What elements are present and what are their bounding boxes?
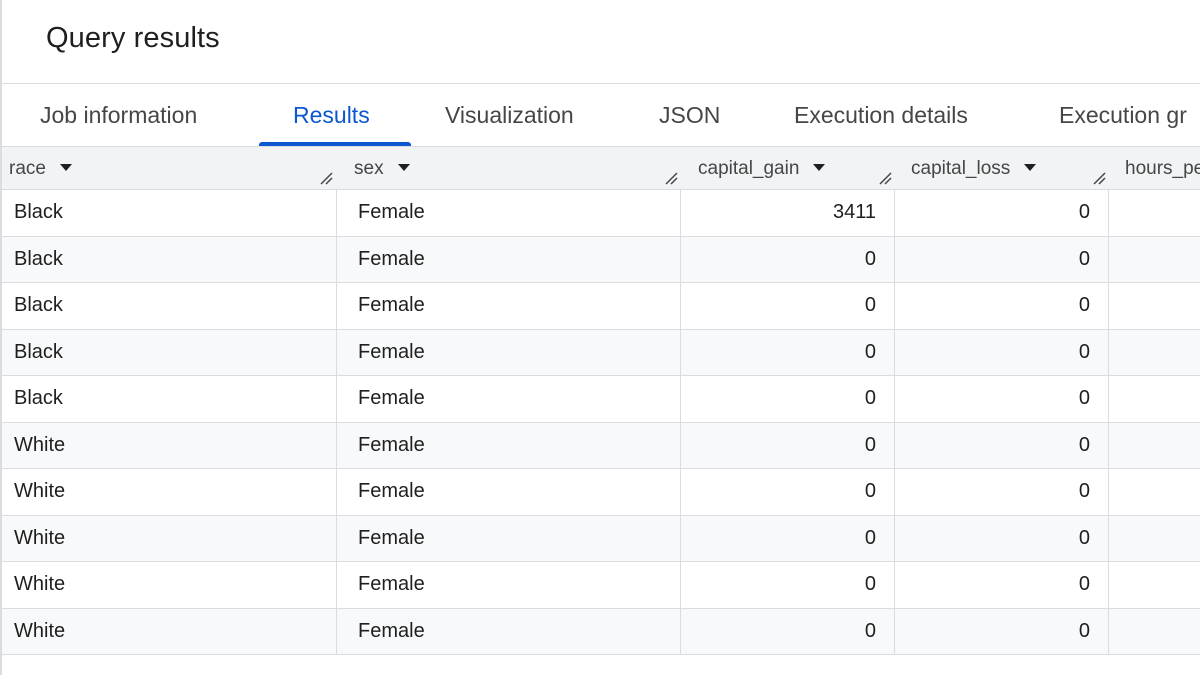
cell-race[interactable]: White (14, 480, 66, 503)
cell-race[interactable]: Black (14, 387, 63, 410)
cell-hours-per-week[interactable] (1110, 469, 1200, 515)
table-row[interactable]: Black Female 0 0 (2, 376, 1200, 423)
column-header-label: capital_loss (911, 158, 1011, 180)
tabs-divider (2, 146, 1200, 147)
column-divider (336, 190, 337, 655)
cell-sex[interactable]: Female (358, 619, 425, 642)
tab-json[interactable]: JSON (659, 102, 721, 128)
cell-race[interactable]: White (14, 433, 66, 456)
cell-race[interactable]: White (14, 573, 66, 596)
table-row[interactable]: White Female 0 0 (2, 608, 1200, 655)
cell-hours-per-week[interactable] (1110, 190, 1200, 236)
cell-race[interactable]: White (14, 619, 66, 642)
cell-hours-per-week[interactable] (1110, 283, 1200, 329)
column-header-race[interactable]: race (9, 147, 329, 190)
column-resize-icon[interactable] (319, 171, 333, 185)
cell-hours-per-week[interactable] (1110, 609, 1200, 655)
cell-hours-per-week[interactable] (1110, 516, 1200, 562)
cell-sex[interactable]: Female (358, 247, 425, 270)
tab-job-information[interactable]: Job information (40, 102, 198, 128)
table-row[interactable]: Black Female 0 0 (2, 329, 1200, 376)
tab-results[interactable]: Results (293, 102, 370, 128)
cell-capital-loss[interactable]: 0 (1078, 387, 1090, 410)
column-header-hours-per-week[interactable]: hours_pe (1125, 147, 1200, 190)
cell-capital-gain[interactable]: 0 (864, 573, 876, 596)
cell-race[interactable]: Black (14, 294, 63, 317)
cell-hours-per-week[interactable] (1110, 423, 1200, 469)
cell-sex[interactable]: Female (358, 201, 425, 224)
table-header-row: race sex capital_gain capital_loss (2, 147, 1200, 190)
column-divider (1108, 190, 1109, 655)
cell-hours-per-week[interactable] (1110, 376, 1200, 422)
cell-capital-gain[interactable]: 0 (864, 294, 876, 317)
column-header-label: capital_gain (698, 158, 800, 180)
table-row[interactable]: White Female 0 0 (2, 422, 1200, 469)
cell-sex[interactable]: Female (358, 526, 425, 549)
column-divider (894, 190, 895, 655)
cell-hours-per-week[interactable] (1110, 562, 1200, 608)
tab-execution-graph[interactable]: Execution gr (1059, 102, 1187, 128)
table-row[interactable]: White Female 0 0 (2, 562, 1200, 609)
cell-race[interactable]: Black (14, 201, 63, 224)
cell-capital-gain[interactable]: 0 (864, 526, 876, 549)
cell-sex[interactable]: Female (358, 573, 425, 596)
cell-hours-per-week[interactable] (1110, 330, 1200, 376)
cell-sex[interactable]: Female (358, 340, 425, 363)
cell-capital-gain[interactable]: 0 (864, 387, 876, 410)
cell-capital-gain[interactable]: 0 (864, 340, 876, 363)
column-divider (680, 190, 681, 655)
cell-hours-per-week[interactable] (1110, 237, 1200, 283)
cell-capital-gain[interactable]: 3411 (832, 201, 876, 224)
cell-capital-loss[interactable]: 0 (1078, 526, 1090, 549)
panel-title: Query results (46, 22, 220, 54)
cell-race[interactable]: White (14, 526, 66, 549)
cell-capital-gain[interactable]: 0 (864, 433, 876, 456)
column-resize-icon[interactable] (1092, 171, 1106, 185)
tab-visualization[interactable]: Visualization (445, 102, 574, 128)
cell-capital-loss[interactable]: 0 (1078, 201, 1090, 224)
column-resize-icon[interactable] (878, 171, 892, 185)
cell-capital-loss[interactable]: 0 (1078, 573, 1090, 596)
column-header-label: hours_pe (1125, 158, 1200, 180)
cell-capital-gain[interactable]: 0 (864, 480, 876, 503)
sort-dropdown-icon[interactable] (813, 164, 826, 172)
column-header-sex[interactable]: sex (354, 147, 654, 190)
results-tab-bar: Job information Results Visualization JS… (2, 84, 1200, 146)
cell-capital-loss[interactable]: 0 (1078, 340, 1090, 363)
column-header-capital-loss[interactable]: capital_loss (911, 147, 1091, 190)
cell-race[interactable]: Black (14, 340, 63, 363)
cell-capital-gain[interactable]: 0 (864, 247, 876, 270)
cell-sex[interactable]: Female (358, 387, 425, 410)
cell-capital-loss[interactable]: 0 (1078, 294, 1090, 317)
sort-dropdown-icon[interactable] (59, 164, 72, 172)
title-divider (2, 83, 1200, 84)
sort-dropdown-icon[interactable] (1024, 164, 1037, 172)
table-row[interactable]: White Female 0 0 (2, 515, 1200, 562)
cell-sex[interactable]: Female (358, 433, 425, 456)
column-resize-icon[interactable] (664, 171, 678, 185)
tab-execution-details[interactable]: Execution details (794, 102, 968, 128)
column-header-label: race (9, 158, 46, 180)
cell-sex[interactable]: Female (358, 294, 425, 317)
table-row[interactable]: Black Female 0 0 (2, 236, 1200, 283)
cell-race[interactable]: Black (14, 247, 63, 270)
cell-sex[interactable]: Female (358, 480, 425, 503)
cell-capital-loss[interactable]: 0 (1078, 480, 1090, 503)
table-row[interactable]: Black Female 0 0 (2, 283, 1200, 330)
table-row[interactable]: Black Female 3411 0 (2, 190, 1200, 237)
table-row[interactable]: White Female 0 0 (2, 469, 1200, 516)
sort-dropdown-icon[interactable] (397, 164, 410, 172)
active-tab-indicator (259, 142, 411, 146)
cell-capital-loss[interactable]: 0 (1078, 433, 1090, 456)
column-header-capital-gain[interactable]: capital_gain (698, 147, 878, 190)
column-header-label: sex (354, 158, 384, 180)
cell-capital-loss[interactable]: 0 (1078, 247, 1090, 270)
cell-capital-gain[interactable]: 0 (864, 619, 876, 642)
cell-capital-loss[interactable]: 0 (1078, 619, 1090, 642)
